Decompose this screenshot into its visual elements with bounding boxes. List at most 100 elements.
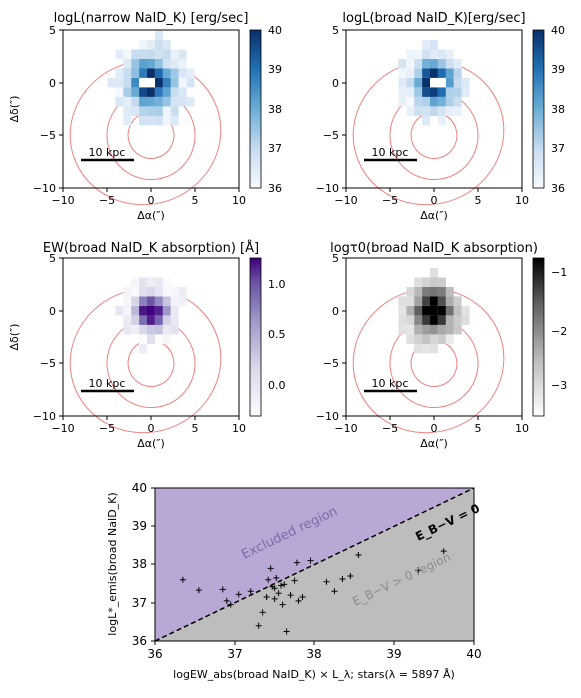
heatmap-cell [115,49,124,59]
heatmap-cell [453,296,462,306]
heatmap-cell [445,287,454,297]
heatmap-cell [430,87,438,97]
heatmap-cell [422,324,430,335]
heatmap-cell [398,77,407,88]
heatmap-cell [178,87,187,97]
x-tick: 10 [232,416,246,435]
heatmap-cell [139,68,147,78]
y-axis: 5 0 −5 −10 [316,24,346,195]
y-tick: 5 [332,24,346,37]
heatmap-cell [438,305,446,316]
x-tick: 0 [431,416,438,435]
y-tick: 39 [132,519,155,533]
heatmap-cell [162,296,171,306]
heatmap-cell [162,59,171,69]
y-tick-label: −10 [316,182,339,195]
scatter-point [267,565,274,572]
x-tick: −10 [334,188,358,207]
y-tick: 0 [49,77,63,90]
heatmap-cell [170,324,179,335]
heatmap-cell [155,40,163,50]
heatmap-cell [406,296,415,306]
scatter-point [259,609,266,616]
heatmap-cell [414,106,423,116]
x-axis: −10 −5 0 5 10 Δα(″) [51,416,246,450]
scatter-point [291,577,298,584]
heatmap-cell [398,324,407,335]
scatter-point [273,574,280,581]
y-axis-label: Δδ(″) [8,324,21,351]
colorbar-gradient [532,29,545,189]
x-tick: 0 [148,188,155,207]
scatter-point [295,597,302,604]
x-tick: 10 [515,188,529,207]
heatmap-cell [155,59,163,69]
heatmap-cell [147,305,155,316]
heatmap-cell [162,287,171,297]
heatmap-cell [139,334,147,344]
heatmap-cell [406,315,415,325]
scalebar-label: 10 kpc [372,377,409,390]
x-tick-label: 39 [386,647,401,661]
heatmap-cell [123,305,132,316]
y-tick-label: 38 [132,557,147,571]
heatmap-cell [422,96,430,107]
heatmap-cell [178,77,187,88]
colorbar-tick: −3 [551,379,567,392]
heatmap-cell [155,324,163,335]
colorbar-tick: 38 [268,103,282,116]
heatmap-cell [414,49,423,59]
heatmap-cell [162,324,171,335]
y-tick-label: −5 [323,357,339,370]
heatmap-cell [438,87,446,97]
heatmap-cell [430,315,438,325]
scatter-point [281,581,288,588]
heatmap-cell [131,287,140,297]
heatmap-cell [422,115,430,126]
scalebar-label: 10 kpc [372,146,409,159]
heatmap-cell [422,87,430,97]
panel-title: logL(broad NaID_K)[erg/sec] [342,11,525,26]
x-axis-label: Δα(″) [137,437,164,450]
heatmap-cell [430,324,438,335]
x-tick: 5 [475,188,482,207]
heatmap-cell [131,68,140,78]
heatmap-cell [115,305,124,316]
heatmap-cell [445,334,454,344]
heatmap-cell [131,305,140,316]
scalebar-label: 10 kpc [89,146,126,159]
heatmap-cell [155,30,163,40]
heatmap-cell [438,115,446,126]
heatmap-cell [414,277,423,287]
x-tick-label: −10 [334,194,357,207]
heatmap-cell [170,87,179,97]
heatmap-cell [139,59,147,69]
heatmap-cell [414,287,423,297]
heatmap-cell [123,106,132,116]
x-tick: 39 [386,641,402,661]
heatmap-cell [406,106,415,116]
heatmap-cell [123,296,132,306]
x-axis: 36 37 38 39 40 logEW_abs(broad NaID_K) ×… [147,641,482,681]
heatmap-cell [445,296,454,306]
scatter-point [195,587,202,594]
x-tick-label: 0 [148,194,155,207]
heatmap-cell [406,334,415,344]
panel-title: EW(broad NaID_K absorption) [Å] [43,240,259,256]
heatmap-cell [178,59,187,69]
colorbar-tick: −1 [551,266,567,279]
heatmap-cell [155,49,163,59]
x-tick: 5 [192,416,199,435]
x-tick-label: 10 [232,422,246,435]
heatmap-cell [453,77,462,88]
y-tick-label: 0 [49,77,56,90]
scatter-point [247,588,254,595]
heatmap-cell [406,305,415,316]
heatmap-cell [406,59,415,69]
heatmap-cell [445,68,454,78]
colorbar: 36 37 38 39 40 [532,24,565,195]
heatmap-cell [170,305,179,316]
heatmap-cell [162,115,171,126]
panel-title: logτ0(broad NaID_K absorption) [330,241,538,256]
heatmap-cell [162,305,171,316]
